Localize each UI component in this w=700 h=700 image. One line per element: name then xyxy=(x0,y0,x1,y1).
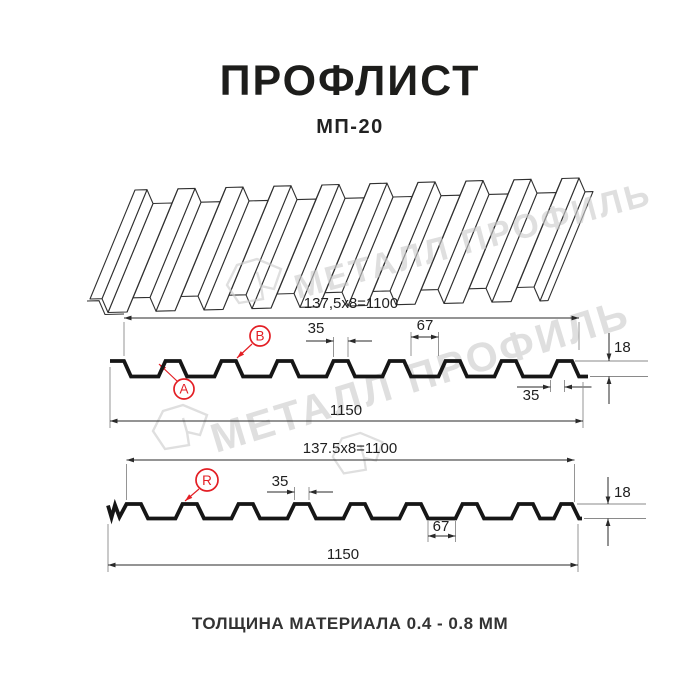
dim-pitch-label: 137,5x8=1100 xyxy=(304,295,398,312)
dim-rib-top-label: 35 xyxy=(272,473,289,490)
cross-section-ab-lines xyxy=(109,315,648,428)
watermark-logo xyxy=(151,403,209,451)
arrowhead xyxy=(567,457,575,463)
cross-section-r-lines xyxy=(106,457,646,572)
arrowhead xyxy=(564,384,572,390)
sheet-face xyxy=(89,189,148,300)
dim-height-label: 18 xyxy=(614,484,631,501)
side-a-label: A xyxy=(179,382,188,397)
arrowhead xyxy=(575,418,583,424)
sheet-thickness-edge xyxy=(86,300,125,316)
profile-3d-view xyxy=(86,177,594,316)
side-r-marker xyxy=(195,468,219,492)
header: ПРОФЛИСТ МП-20 xyxy=(0,58,700,139)
dim-total-width-label: 1150 xyxy=(327,546,359,563)
dim-height-label: 18 xyxy=(614,339,631,356)
arrowhead xyxy=(124,315,132,321)
arrowhead xyxy=(605,496,611,504)
page-title: ПРОФЛИСТ xyxy=(219,57,481,105)
dim-valley-label: 67 xyxy=(417,317,434,334)
arrowhead xyxy=(448,533,456,539)
cross-section-r: 137.5x8=1100 35 67 18 1150 R xyxy=(106,440,646,572)
arrowhead xyxy=(605,518,611,526)
arrowhead xyxy=(570,562,578,568)
arrowhead xyxy=(411,334,419,340)
profile-model-subtitle: МП-20 xyxy=(316,116,384,138)
arrowhead xyxy=(571,315,579,321)
side-b-label: B xyxy=(255,329,264,344)
arrowhead xyxy=(543,384,551,390)
dim-valley-label: 67 xyxy=(433,518,450,535)
arrowhead xyxy=(606,353,612,361)
arrowhead xyxy=(348,338,356,344)
watermark-logo xyxy=(331,431,384,475)
arrowhead xyxy=(110,418,118,424)
arrowhead xyxy=(108,562,116,568)
arrowhead xyxy=(431,334,439,340)
arrowhead xyxy=(237,351,245,358)
side-a-marker xyxy=(173,378,195,400)
material-thickness-note: ТОЛЩИНА МАТЕРИАЛА 0.4 - 0.8 ММ xyxy=(191,614,509,633)
arrowhead xyxy=(185,494,193,501)
dim-pitch-label: 137.5x8=1100 xyxy=(303,440,397,457)
side-b-marker xyxy=(249,325,271,347)
arrowhead xyxy=(287,489,295,495)
watermark-logo xyxy=(225,257,283,305)
arrowhead xyxy=(606,376,612,384)
arrowhead xyxy=(326,338,334,344)
dim-rib-top-label: 35 xyxy=(308,320,325,337)
arrowhead xyxy=(309,489,317,495)
arrowhead xyxy=(126,457,134,463)
cross-section-ab: 137,5x8=1100 35 67 18 35 1150 A B xyxy=(109,295,648,428)
arrowhead xyxy=(428,533,436,539)
profile-outline xyxy=(110,359,588,379)
side-r-label: R xyxy=(202,473,212,488)
dim-rib-bottom-label: 35 xyxy=(523,387,540,404)
profile-outline xyxy=(106,498,582,525)
dim-total-width-label: 1150 xyxy=(330,402,362,419)
